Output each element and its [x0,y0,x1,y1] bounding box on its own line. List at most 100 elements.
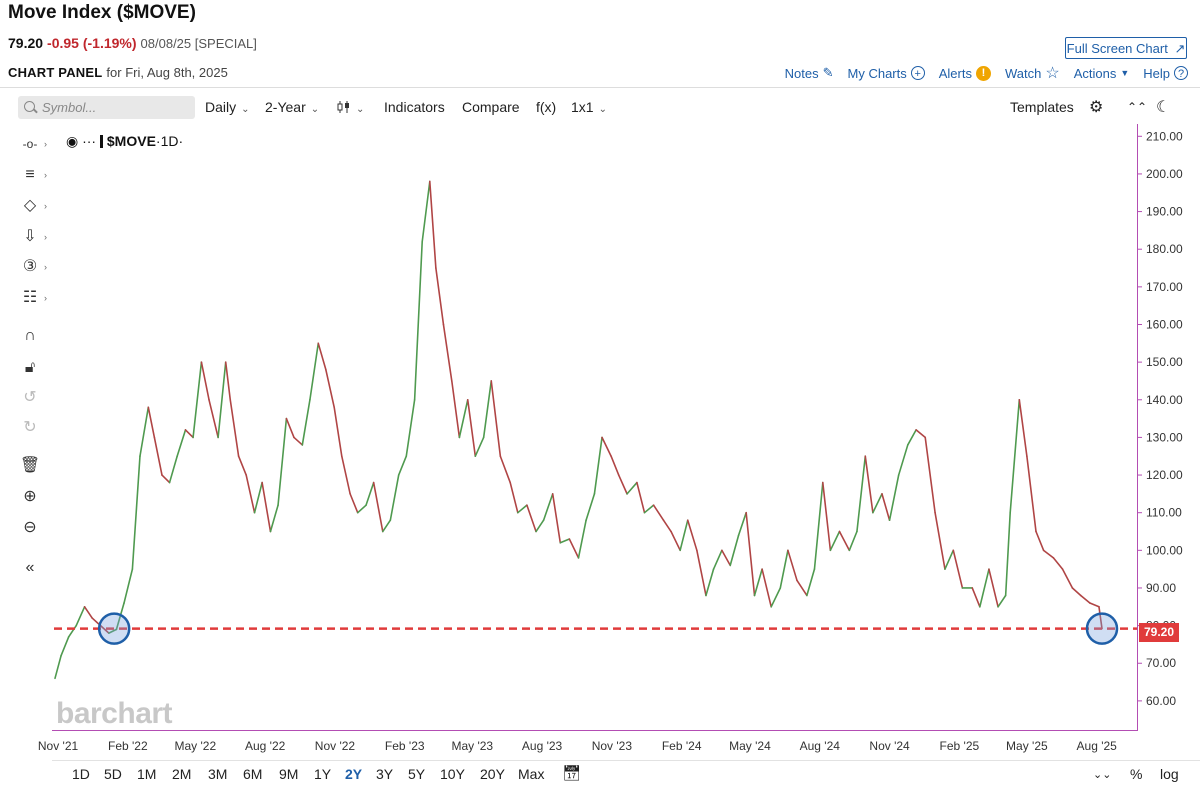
symbol-search-input[interactable]: Symbol... [18,96,195,119]
price-segment [123,568,134,604]
price-segment [924,436,936,514]
range-button-3m[interactable]: 3M [208,766,228,782]
price-segment [1009,398,1021,514]
chart-plot-area[interactable] [52,124,1138,731]
price-segment [636,481,646,514]
x-tick-label: Feb '22 [108,739,148,753]
price-segment [147,406,156,439]
range-button-6m[interactable]: 6M [243,766,263,782]
price-segment [1018,398,1028,458]
price-segment [997,594,1007,608]
full-screen-chart-button[interactable]: Full Screen Chart ↗ [1065,37,1187,59]
range-button-2y[interactable]: 2Y [345,766,363,782]
range-button-20y[interactable]: 20Y [480,766,505,782]
range-button-5d[interactable]: 5D [104,766,122,782]
price-segment [1042,549,1055,559]
range-dropdown[interactable]: 2-Year ⌄ [265,96,319,119]
layout-label: 1x1 [571,99,594,115]
price-segment [1035,530,1045,552]
price-segment [269,504,279,533]
eye-icon[interactable]: ◉ [66,133,79,149]
page-title: Move Index ($MOVE) [8,2,196,23]
watch-label: Watch [1004,65,1042,81]
range-button-1d[interactable]: 1D [72,766,90,782]
help-link[interactable]: Help? [1143,66,1188,81]
magnet-icon[interactable]: ∩ [24,327,36,344]
y-tick-label: 130.00 [1146,430,1183,444]
caret-down-icon: ▼ [1120,68,1130,78]
collapse-up-icon[interactable]: ⌃⌃ [1127,100,1148,114]
calendar-icon[interactable]: 📅︎ [562,765,582,782]
range-button-5y[interactable]: 5Y [408,766,426,782]
star-icon: ☆ [1045,65,1060,82]
price-segment [349,493,359,514]
chevron-down-icon: ⌄ [356,104,365,115]
indicators-button[interactable]: Indicators [384,99,445,115]
x-tick-label: May '25 [1006,739,1048,753]
collapse-left-icon[interactable]: « [25,559,35,576]
price-segment [1026,455,1037,533]
fib-tool-icon[interactable]: ≡ › [25,166,47,183]
y-tick-label: 70.00 [1146,656,1176,670]
alerts-link[interactable]: Alerts! [938,65,991,81]
top-links: Notes ✎ My Charts + Alerts! Watch ☆ Actions… [785,63,1188,83]
price-segment [184,429,194,439]
range-button-max[interactable]: Max [518,766,545,782]
price-segment [729,534,740,567]
interval-dropdown[interactable]: Daily ⌄ [205,96,250,119]
templates-button[interactable]: Templates [1010,99,1074,115]
legend-more-icon[interactable]: ··· [82,133,97,149]
y-tick-label: 170.00 [1146,280,1183,294]
price-segment [971,587,981,608]
range-button-9m[interactable]: 9M [279,766,299,782]
price-segment [217,361,227,439]
price-segment [770,587,782,608]
watch-link[interactable]: Watch ☆ [1005,63,1060,83]
collapse-down-icon[interactable]: ⌄⌄ [1093,769,1112,781]
price-segment [253,481,263,514]
settings-gear-icon[interactable]: ⚙ [1089,99,1104,116]
edit-icon: ✎ [822,65,834,80]
unlock-icon[interactable]: 🔓︎ [24,359,36,376]
candlestick-icon [337,101,349,113]
range-button-10y[interactable]: 10Y [440,766,465,782]
price-segment [99,624,110,634]
price-segment [229,398,240,458]
range-button-2m[interactable]: 2M [172,766,192,782]
price-segment [610,455,620,476]
range-button-3y[interactable]: 3Y [376,766,394,782]
notes-link[interactable]: Notes ✎ [785,65,834,81]
price-segment [54,654,62,680]
line-tool-icon[interactable]: -o- › [22,137,47,151]
trash-icon[interactable]: 🗑︎ [19,457,41,474]
zoom-out-icon[interactable]: ⊖ [23,519,37,536]
x-tick-label: Aug '23 [522,739,563,753]
undo-icon[interactable]: ↺ [23,389,37,406]
price-segment [60,636,70,657]
function-button[interactable]: f(x) [536,99,557,115]
my-charts-link[interactable]: My Charts + [848,66,925,81]
zoom-in-icon[interactable]: ⊕ [23,488,37,505]
percent-scale-button[interactable]: % [1130,766,1143,782]
compare-button[interactable]: Compare [462,99,520,115]
interval-label: Daily [205,99,237,115]
actions-menu[interactable]: Actions ▼ [1074,66,1130,81]
price-segment [474,436,485,458]
chevron-down-icon: ⌄ [598,104,607,115]
number-marker-icon[interactable]: ③ › [22,258,47,275]
shape-tool-icon[interactable]: ◇ › [23,197,47,214]
x-tick-label: Aug '25 [1077,739,1118,753]
x-tick-label: Nov '24 [869,739,910,753]
price-segment [679,519,689,552]
chart-type-dropdown[interactable]: ⌄ [337,96,364,119]
dark-mode-moon-icon[interactable]: ☾ [1156,99,1171,116]
log-scale-button[interactable]: log [1160,766,1179,782]
arrow-down-tool-icon[interactable]: ⇩ › [23,228,47,245]
range-button-1m[interactable]: 1M [137,766,157,782]
measure-tool-icon[interactable]: ☷ › [22,289,47,306]
legend-interval: ·1D· [155,133,184,149]
range-button-1y[interactable]: 1Y [314,766,332,782]
redo-icon[interactable]: ↻ [23,419,37,436]
alerts-label: Alerts [938,65,972,81]
layout-dropdown[interactable]: 1x1 ⌄ [571,96,607,119]
